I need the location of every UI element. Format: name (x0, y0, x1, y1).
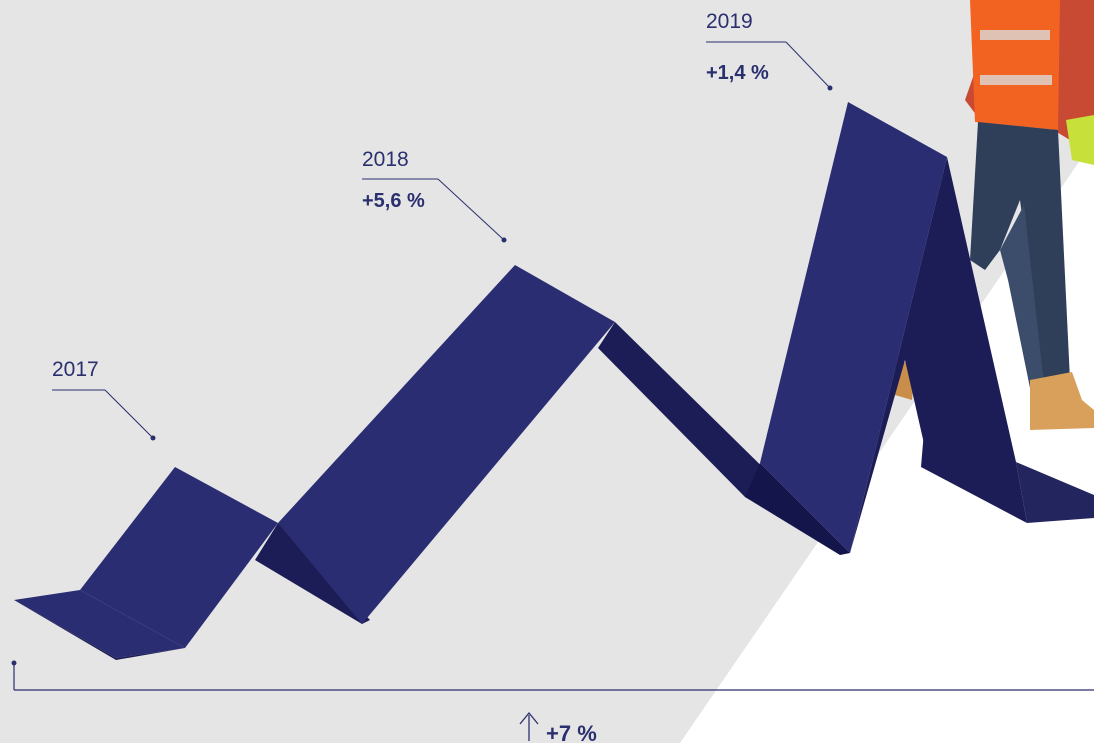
point-label-2018: 2018 +5,6 % (362, 148, 507, 243)
point-label-2019: 2019 +1,4 % (706, 10, 833, 91)
point-marker (501, 237, 507, 243)
growth-value: +1,4 % (706, 62, 769, 84)
point-marker (827, 85, 833, 91)
year-label: 2017 (52, 358, 99, 381)
point-marker (150, 435, 156, 441)
arrow-up-icon (519, 711, 539, 741)
growth-value: +5,6 % (362, 190, 425, 212)
year-label: 2019 (706, 10, 753, 33)
total-growth: +7 % (519, 711, 597, 743)
baseline (11, 660, 1094, 691)
ribbon-line (14, 102, 1094, 660)
year-label: 2018 (362, 148, 409, 171)
total-growth-value: +7 % (546, 721, 597, 743)
point-label-2017: 2017 (52, 358, 156, 441)
